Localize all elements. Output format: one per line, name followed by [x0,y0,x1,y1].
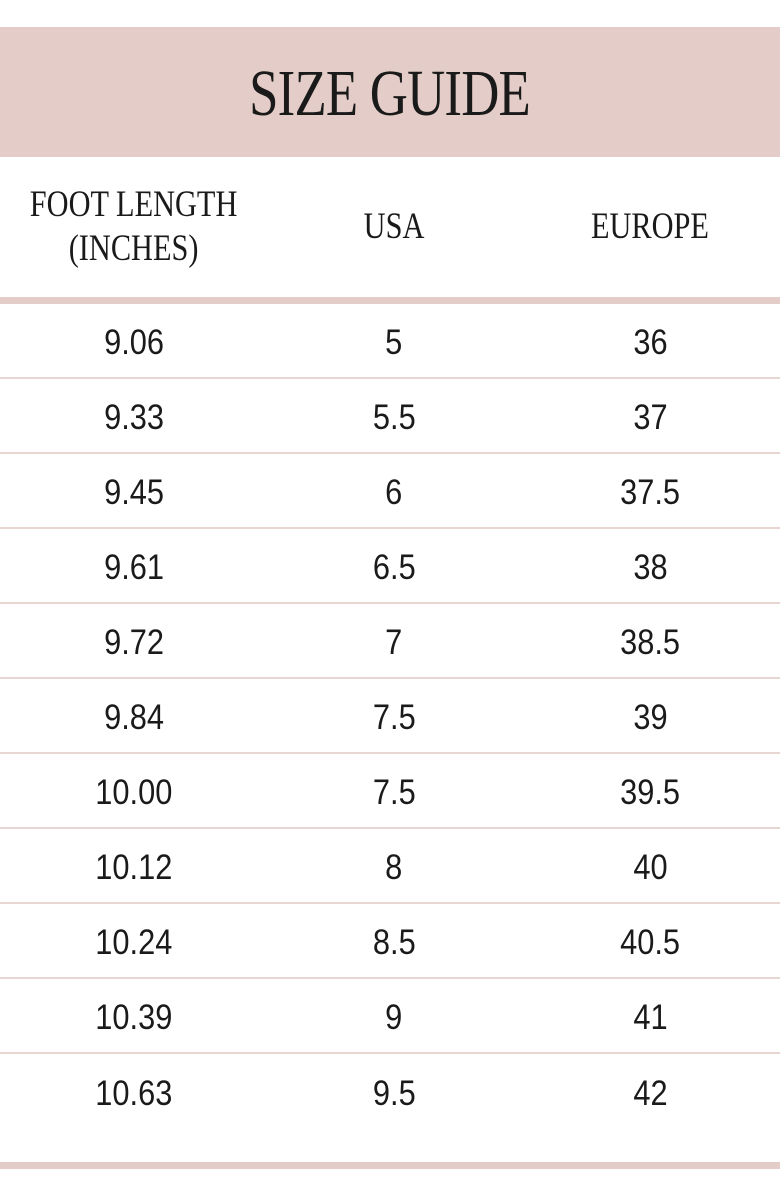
table-row: 10.24 8.5 40.5 [0,904,780,979]
europe-cell: 38.5 [520,604,780,677]
europe-value: 38.5 [620,622,680,662]
usa-value: 7 [385,622,403,662]
header-usa-label: USA [363,205,425,247]
foot-length-value: 9.72 [104,622,164,662]
foot-length-cell: 10.63 [0,1054,268,1129]
footer-divider [0,1162,780,1169]
europe-cell: 36 [520,304,780,377]
europe-cell: 40 [520,829,780,902]
table-row: 10.63 9.5 42 [0,1054,780,1129]
foot-length-value: 9.06 [104,322,164,362]
usa-cell: 7.5 [268,754,520,827]
usa-cell: 6 [268,454,520,527]
europe-value: 36 [632,322,668,362]
foot-length-value: 9.84 [104,697,164,737]
usa-cell: 5 [268,304,520,377]
usa-value: 8 [385,847,403,887]
europe-cell: 37.5 [520,454,780,527]
table-row: 10.39 9 41 [0,979,780,1054]
usa-cell: 7.5 [268,679,520,752]
table-row: 9.33 5.5 37 [0,379,780,454]
foot-length-cell: 10.39 [0,979,268,1052]
usa-value: 7.5 [372,772,416,812]
header-foot-length-label: FOOT LENGTH (INCHES) [30,183,238,269]
foot-length-cell: 10.24 [0,904,268,977]
europe-cell: 39 [520,679,780,752]
foot-length-cell: 9.45 [0,454,268,527]
europe-value: 39 [632,697,668,737]
usa-value: 7.5 [372,697,416,737]
foot-length-cell: 9.72 [0,604,268,677]
foot-length-cell: 9.33 [0,379,268,452]
table-row: 10.12 8 40 [0,829,780,904]
foot-length-value: 9.61 [104,547,164,587]
usa-cell: 9 [268,979,520,1052]
size-table-body: 9.06 5 36 9.33 5.5 37 9.45 6 37.5 9.61 6… [0,304,780,1129]
title-banner: SIZE GUIDE [0,27,780,157]
usa-cell: 6.5 [268,529,520,602]
foot-length-cell: 9.84 [0,679,268,752]
usa-value: 9.5 [372,1073,416,1113]
usa-value: 5 [385,322,403,362]
header-divider [0,297,780,304]
usa-value: 6.5 [372,547,416,587]
table-row: 9.72 7 38.5 [0,604,780,679]
europe-cell: 40.5 [520,904,780,977]
header-foot-length: FOOT LENGTH (INCHES) [0,157,268,297]
europe-value: 38 [632,547,668,587]
europe-cell: 38 [520,529,780,602]
foot-length-value: 10.00 [95,772,173,812]
europe-value: 39.5 [620,772,680,812]
usa-cell: 7 [268,604,520,677]
table-row: 9.45 6 37.5 [0,454,780,529]
usa-value: 5.5 [372,397,416,437]
table-row: 9.61 6.5 38 [0,529,780,604]
foot-length-value: 10.39 [95,997,173,1037]
usa-cell: 8 [268,829,520,902]
header-europe: EUROPE [520,157,780,297]
usa-value: 8.5 [372,922,416,962]
europe-value: 41 [632,997,668,1037]
europe-value: 37 [632,397,668,437]
usa-cell: 9.5 [268,1054,520,1129]
europe-value: 40.5 [620,922,680,962]
foot-length-cell: 10.12 [0,829,268,902]
table-header: FOOT LENGTH (INCHES) USA EUROPE [0,157,780,297]
table-row: 9.06 5 36 [0,304,780,379]
foot-length-value: 9.45 [104,472,164,512]
europe-cell: 42 [520,1054,780,1129]
usa-value: 6 [385,472,403,512]
page-title: SIZE GUIDE [249,57,532,130]
header-europe-label: EUROPE [590,205,710,247]
europe-value: 42 [632,1073,668,1113]
europe-value: 40 [632,847,668,887]
table-row: 9.84 7.5 39 [0,679,780,754]
foot-length-cell: 10.00 [0,754,268,827]
foot-length-value: 9.33 [104,397,164,437]
usa-cell: 8.5 [268,904,520,977]
foot-length-cell: 9.61 [0,529,268,602]
europe-cell: 37 [520,379,780,452]
usa-cell: 5.5 [268,379,520,452]
foot-length-value: 10.12 [95,847,173,887]
europe-value: 37.5 [620,472,680,512]
foot-length-value: 10.24 [95,922,173,962]
usa-value: 9 [385,997,403,1037]
foot-length-value: 10.63 [95,1073,173,1113]
europe-cell: 41 [520,979,780,1052]
foot-length-cell: 9.06 [0,304,268,377]
europe-cell: 39.5 [520,754,780,827]
header-usa: USA [268,157,520,297]
table-row: 10.00 7.5 39.5 [0,754,780,829]
